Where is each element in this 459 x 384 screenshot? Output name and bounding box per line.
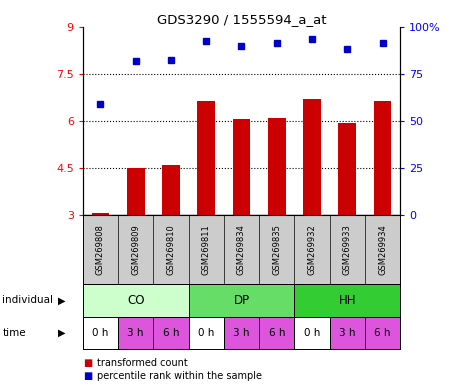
Bar <box>188 317 224 349</box>
Text: time: time <box>2 328 26 338</box>
Text: CO: CO <box>127 294 144 307</box>
Bar <box>162 165 179 215</box>
Text: ▶: ▶ <box>58 328 66 338</box>
Text: GSM269933: GSM269933 <box>342 224 351 275</box>
Text: DP: DP <box>233 294 249 307</box>
Text: 0 h: 0 h <box>303 328 319 338</box>
Bar <box>127 168 144 215</box>
Bar <box>302 99 320 215</box>
Bar <box>197 101 214 215</box>
Bar <box>232 119 250 215</box>
Bar <box>83 317 118 349</box>
Bar <box>267 118 285 215</box>
Text: GSM269835: GSM269835 <box>272 224 280 275</box>
Text: 0 h: 0 h <box>92 328 108 338</box>
Bar <box>373 101 391 215</box>
Text: GSM269808: GSM269808 <box>96 224 105 275</box>
Bar <box>188 284 294 317</box>
Text: ■: ■ <box>83 371 92 381</box>
Text: GSM269834: GSM269834 <box>236 224 246 275</box>
Text: ■: ■ <box>83 358 92 368</box>
Text: GSM269934: GSM269934 <box>377 224 386 275</box>
Text: GSM269932: GSM269932 <box>307 224 316 275</box>
Title: GDS3290 / 1555594_a_at: GDS3290 / 1555594_a_at <box>157 13 325 26</box>
Bar <box>258 317 294 349</box>
Text: 3 h: 3 h <box>127 328 144 338</box>
Text: 6 h: 6 h <box>162 328 179 338</box>
Text: percentile rank within the sample: percentile rank within the sample <box>96 371 261 381</box>
Text: 3 h: 3 h <box>233 328 249 338</box>
Text: HH: HH <box>338 294 355 307</box>
Text: 6 h: 6 h <box>374 328 390 338</box>
Text: ▶: ▶ <box>58 295 66 306</box>
Text: GSM269809: GSM269809 <box>131 224 140 275</box>
Bar <box>118 317 153 349</box>
Bar <box>224 317 258 349</box>
Bar <box>91 214 109 215</box>
Bar <box>364 317 399 349</box>
Text: 3 h: 3 h <box>338 328 355 338</box>
Text: 6 h: 6 h <box>268 328 285 338</box>
Bar <box>329 317 364 349</box>
Bar <box>294 317 329 349</box>
Text: GSM269810: GSM269810 <box>166 224 175 275</box>
Text: transformed count: transformed count <box>96 358 187 368</box>
Text: individual: individual <box>2 295 53 306</box>
Bar <box>294 284 399 317</box>
Bar <box>153 317 188 349</box>
Text: GSM269811: GSM269811 <box>202 224 210 275</box>
Bar <box>338 122 355 215</box>
Text: 0 h: 0 h <box>198 328 214 338</box>
Bar <box>83 284 188 317</box>
